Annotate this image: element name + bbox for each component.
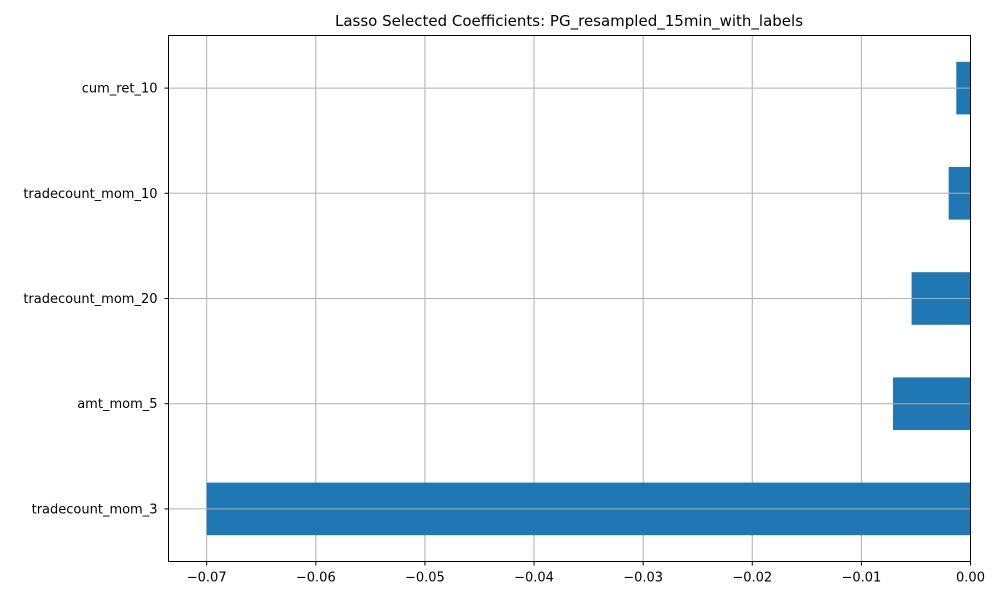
x-tick-label: −0.07	[187, 571, 227, 586]
chart-title: Lasso Selected Coefficients: PG_resample…	[335, 12, 803, 31]
x-tick-label: −0.04	[514, 571, 554, 586]
y-tick-label: amt_mom_5	[77, 397, 157, 412]
x-tick-label: −0.05	[405, 571, 445, 586]
hgrid-layer	[168, 87, 971, 510]
x-tick-label: −0.06	[296, 571, 336, 586]
x-tick-label: −0.03	[623, 571, 663, 586]
y-tick-label: tradecount_mom_3	[32, 502, 158, 517]
x-tick-label: 0.00	[956, 571, 985, 586]
x-tick-label: −0.02	[732, 571, 772, 586]
y-tick-label: cum_ret_10	[82, 82, 158, 97]
x-tick-label: −0.01	[841, 571, 881, 586]
y-tick-label: tradecount_mom_10	[23, 187, 157, 202]
y-tick-label: tradecount_mom_20	[23, 292, 157, 307]
tick-layer: −0.07 −0.06 −0.05 −0.04 −0.03 −0.02 −0.01 0.00 t…	[23, 82, 985, 586]
